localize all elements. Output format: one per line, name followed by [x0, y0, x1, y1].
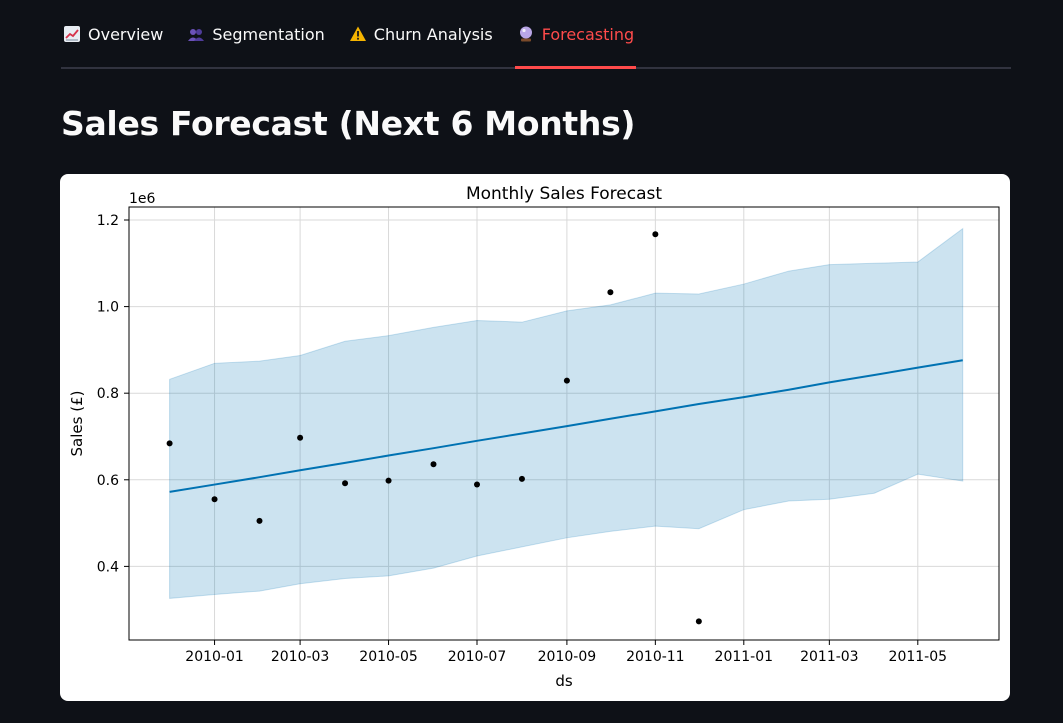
tab-label: Forecasting: [541, 24, 635, 44]
data-point: [607, 289, 614, 296]
forecast-chart: 2010-01 2010-03 2010-05 2010-07 2010-09 2010-…: [60, 174, 1010, 701]
data-point: [211, 496, 218, 503]
data-point: [652, 231, 659, 238]
plot-frame: [128, 206, 1000, 641]
grid: [129, 207, 999, 640]
tab-label: Churn Analysis: [373, 24, 493, 44]
x-tick-label: 2010-01: [185, 649, 244, 665]
tab-churn-analysis[interactable]: Churn Analysis: [347, 2, 495, 69]
x-tick-label: 2011-03: [800, 649, 859, 665]
x-tick-label: 2011-01: [715, 649, 774, 665]
y-tick-label: 0.4: [97, 559, 119, 575]
x-tick-label: 2010-11: [626, 649, 685, 665]
y-tick-label: 0.8: [97, 386, 119, 402]
data-point: [166, 440, 173, 447]
y-scale-label: 1e6: [129, 191, 156, 207]
tab-label: Overview: [88, 24, 164, 44]
y-tick-label: 1.0: [97, 300, 119, 316]
tab-forecasting[interactable]: Forecasting: [514, 2, 637, 69]
x-tick-label: 2010-03: [271, 649, 330, 665]
page-title: Sales Forecast (Next 6 Months): [61, 104, 636, 143]
x-axis-label: ds: [555, 672, 573, 690]
data-point: [297, 434, 304, 441]
tab-bar: Overview Segmentation Churn Analysis For…: [61, 0, 1011, 69]
data-point: [518, 475, 525, 482]
chart-increasing-icon: [64, 26, 80, 42]
x-tick-label: 2010-05: [359, 649, 418, 665]
tab-label: Segmentation: [212, 24, 325, 44]
warning-icon: [349, 26, 366, 41]
forecast-line: [169, 359, 963, 493]
data-point: [342, 480, 349, 487]
data-point: [256, 517, 263, 524]
x-tick-label: 2010-09: [538, 649, 597, 665]
y-tick-label: 1.2: [97, 213, 119, 229]
x-tick-label: 2010-07: [448, 649, 507, 665]
uncertainty-band: [169, 227, 964, 599]
y-tick-label: 0.6: [97, 473, 119, 489]
y-axis-label: Sales (£): [68, 391, 86, 457]
crystal-ball-icon: [519, 26, 532, 42]
data-point: [695, 618, 702, 625]
actual-points: [166, 231, 702, 625]
data-point: [430, 461, 437, 468]
tab-segmentation[interactable]: Segmentation: [185, 2, 326, 69]
x-tick-label: 2011-05: [889, 649, 948, 665]
people-icon: [188, 29, 205, 41]
data-point: [385, 477, 392, 484]
tab-overview[interactable]: Overview: [61, 2, 165, 69]
data-point: [563, 377, 570, 384]
chart-title: Monthly Sales Forecast: [466, 184, 662, 204]
data-point: [474, 481, 480, 488]
forecast-chart-svg: 2010-01 2010-03 2010-05 2010-07 2010-09 2010-…: [68, 184, 1000, 690]
